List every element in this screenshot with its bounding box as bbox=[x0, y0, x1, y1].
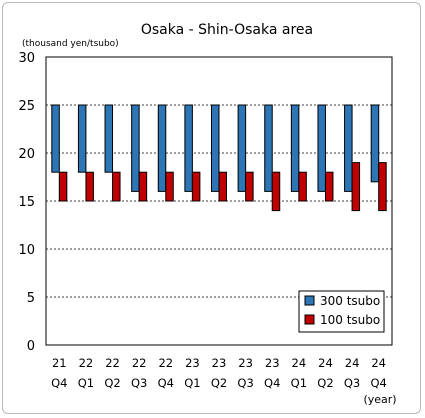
bar-100-tsubo bbox=[351, 162, 361, 212]
bar-100-tsubo bbox=[191, 171, 201, 202]
x-tick-year: 23 bbox=[265, 356, 280, 370]
bar-100-tsubo bbox=[271, 171, 281, 212]
x-tick-quarter: Q2 bbox=[317, 376, 333, 390]
x-tick-year: 24 bbox=[292, 356, 307, 370]
bar-100-tsubo bbox=[85, 171, 94, 202]
x-tick-year: 22 bbox=[79, 356, 94, 370]
bar-100-tsubo bbox=[245, 171, 254, 202]
bar-100-tsubo bbox=[58, 171, 68, 202]
bar-300-tsubo bbox=[344, 104, 353, 192]
x-tick-year: 24 bbox=[371, 356, 386, 370]
bar-300-tsubo bbox=[317, 104, 326, 192]
y-tick-label: 20 bbox=[18, 147, 35, 162]
x-tick-year: 24 bbox=[345, 356, 360, 370]
y-tick-label: 25 bbox=[18, 99, 35, 114]
y-tick-label: 15 bbox=[18, 195, 35, 210]
y-tick-label: 30 bbox=[18, 51, 35, 66]
x-tick-year: 22 bbox=[158, 356, 173, 370]
x-tick-year: 22 bbox=[105, 356, 120, 370]
x-tick-year: 23 bbox=[185, 356, 200, 370]
bar-300-tsubo bbox=[211, 104, 220, 192]
y-tick-label: 10 bbox=[18, 243, 35, 258]
bar-300-tsubo bbox=[104, 104, 114, 173]
x-tick-quarter: Q4 bbox=[264, 376, 280, 390]
bar-300-tsubo bbox=[370, 104, 380, 183]
x-tick-quarter: Q2 bbox=[104, 376, 120, 390]
x-tick-year: 23 bbox=[212, 356, 227, 370]
x-tick-quarter: Q4 bbox=[371, 376, 387, 390]
plot-border bbox=[45, 56, 393, 346]
bar-300-tsubo bbox=[131, 104, 140, 192]
x-tick-year: 22 bbox=[132, 356, 147, 370]
x-tick-quarter: Q4 bbox=[158, 376, 174, 390]
x-tick-year: 21 bbox=[52, 356, 67, 370]
bar-100-tsubo bbox=[138, 171, 148, 202]
bar-300-tsubo bbox=[51, 104, 60, 173]
x-tick-quarter: Q1 bbox=[184, 376, 200, 390]
x-tick-quarter: Q2 bbox=[211, 376, 227, 390]
x-tick-quarter: Q1 bbox=[78, 376, 94, 390]
x-axis-ticks: 21 Q4 22 Q1 22 Q2 22 Q3 22 Q4 23 Q1 23 Q2 23 Q3 23 Q4 24 Q1… bbox=[51, 356, 387, 390]
bar-100-tsubo bbox=[165, 171, 174, 202]
bar-300-tsubo bbox=[184, 104, 193, 192]
bar-300-tsubo bbox=[237, 104, 247, 192]
legend: 300 tsubo 100 tsubo bbox=[298, 290, 385, 333]
y-axis-ticks: 0 5 10 15 20 25 30 bbox=[18, 51, 35, 354]
x-tick-year: 23 bbox=[238, 356, 253, 370]
x-tick-quarter: Q3 bbox=[237, 376, 253, 390]
x-tick-year: 24 bbox=[318, 356, 333, 370]
y-tick-label: 0 bbox=[27, 339, 35, 354]
y-tick-label: 5 bbox=[27, 291, 35, 306]
legend-swatch bbox=[304, 295, 315, 306]
bar-100-tsubo bbox=[298, 171, 307, 202]
chart-title: Osaka - Shin-Osaka area bbox=[141, 22, 313, 38]
unit-label: (thousand yen/tsubo) bbox=[22, 39, 119, 49]
bar-300-tsubo bbox=[77, 104, 87, 173]
x-tick-quarter: Q4 bbox=[51, 376, 67, 390]
x-axis-label: (year) bbox=[363, 393, 396, 406]
legend-box bbox=[298, 290, 385, 333]
legend-swatch bbox=[304, 314, 315, 325]
bar-300-tsubo bbox=[157, 104, 167, 192]
x-tick-quarter: Q3 bbox=[344, 376, 360, 390]
legend-label: 300 tsubo bbox=[320, 294, 380, 308]
bars bbox=[51, 104, 387, 212]
legend-label: 100 tsubo bbox=[320, 313, 380, 327]
bar-100-tsubo bbox=[218, 171, 227, 202]
bar-100-tsubo bbox=[378, 162, 387, 212]
bar-300-tsubo bbox=[290, 104, 300, 192]
bar-300-tsubo bbox=[264, 104, 273, 192]
x-tick-quarter: Q1 bbox=[291, 376, 307, 390]
bar-100-tsubo bbox=[324, 171, 334, 202]
bar-100-tsubo bbox=[112, 171, 121, 202]
x-tick-quarter: Q3 bbox=[131, 376, 147, 390]
